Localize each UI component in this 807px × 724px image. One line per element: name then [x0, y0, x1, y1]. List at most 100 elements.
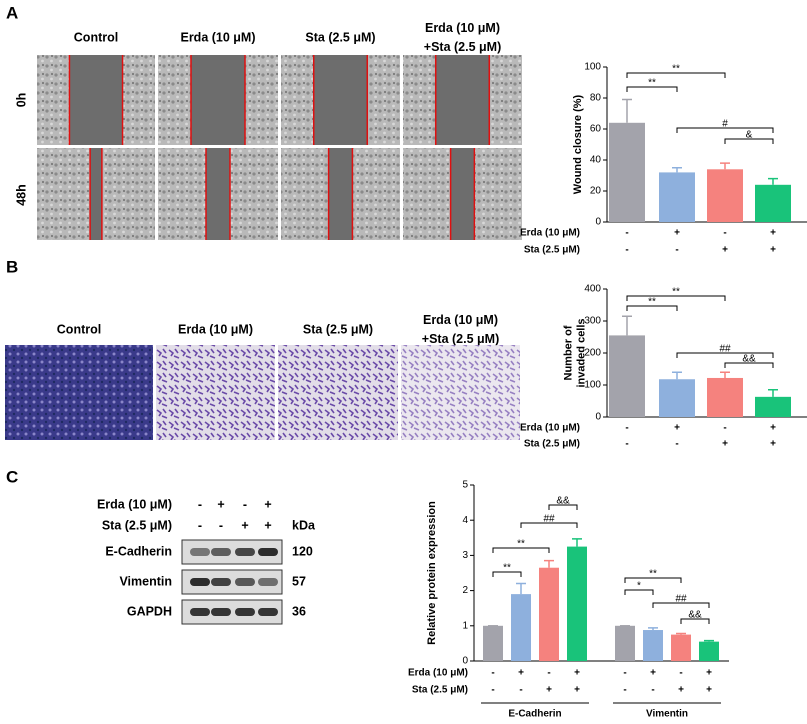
condition-sign: +: [706, 685, 712, 696]
condition-sign: +: [264, 518, 271, 532]
blot-band: [190, 608, 210, 616]
bar: [609, 122, 645, 222]
micrograph: [156, 345, 275, 440]
significance-bracket: [492, 571, 522, 577]
condition-sign: -: [675, 245, 678, 256]
significance-bracket: [624, 589, 654, 595]
blot-band: [235, 578, 255, 586]
condition-sign: +: [546, 685, 552, 696]
significance-bracket: [724, 138, 774, 144]
blot-band: [258, 608, 278, 616]
condition-label: Erda (10 μM): [520, 228, 580, 239]
column-header: Erda (10 μM): [423, 313, 498, 327]
significance-label: #: [722, 119, 728, 130]
condition-label: Erda (10 μM): [408, 668, 468, 679]
significance-label: **: [648, 297, 656, 308]
y-tick-label: 1: [462, 620, 468, 631]
significance-label: **: [648, 78, 656, 89]
condition-label: Erda (10 μM): [97, 497, 172, 511]
y-tick-label: 3: [462, 550, 468, 561]
condition-sign: -: [723, 423, 726, 434]
significance-bracket: [724, 362, 774, 368]
significance-bracket: [492, 547, 550, 553]
error-bar: [622, 98, 632, 123]
y-tick-label: 0: [462, 656, 468, 667]
y-tick-label: 40: [590, 155, 602, 166]
bar: [755, 396, 791, 417]
error-bar: [720, 162, 730, 170]
y-tick-label: 0: [595, 412, 601, 423]
unit-label: kDa: [292, 518, 316, 532]
bar: [483, 625, 503, 661]
kda-label: 120: [292, 544, 313, 558]
row-label: 48h: [14, 184, 28, 206]
column-header: Control: [74, 30, 118, 44]
blot-band: [211, 608, 231, 616]
condition-sign: +: [650, 668, 656, 679]
wound-gap: [206, 148, 230, 240]
panel-letter: A: [6, 3, 18, 22]
condition-sign: +: [770, 245, 776, 256]
significance-bracket: [520, 522, 578, 528]
condition-sign: -: [491, 685, 494, 696]
condition-sign: -: [547, 668, 550, 679]
error-bar: [720, 371, 730, 378]
column-header: +Sta (2.5 μM): [424, 40, 501, 54]
significance-bracket: [676, 352, 774, 358]
wound-gap: [328, 148, 353, 240]
blot-band: [235, 608, 255, 616]
condition-label: Sta (2.5 μM): [524, 245, 580, 256]
row-label: 0h: [14, 93, 28, 108]
bar: [643, 630, 663, 661]
significance-label: ##: [543, 514, 555, 525]
bar: [511, 594, 531, 661]
y-tick-label: 2: [462, 585, 468, 596]
y-tick-label: 100: [584, 62, 601, 73]
significance-label: &&: [556, 496, 570, 507]
kda-label: 57: [292, 574, 306, 588]
condition-sign: -: [723, 228, 726, 239]
bar: [567, 546, 587, 661]
blot-band: [211, 578, 231, 586]
condition-sign: +: [706, 668, 712, 679]
column-header: Erda (10 μM): [180, 30, 255, 44]
significance-label: ##: [675, 594, 687, 605]
condition-sign: +: [770, 228, 776, 239]
bar: [539, 567, 559, 661]
significance-bracket: [626, 295, 726, 301]
condition-sign: +: [241, 518, 248, 532]
condition-sign: +: [217, 497, 224, 511]
significance-label: **: [649, 569, 657, 580]
protein-label: E-Cadherin: [105, 544, 172, 558]
significance-label: ##: [719, 344, 731, 355]
wound-gap: [191, 55, 245, 145]
y-tick-label: 300: [584, 316, 601, 327]
y-tick-label: 60: [590, 124, 602, 135]
condition-sign: +: [722, 439, 728, 450]
micrograph: [401, 345, 520, 440]
significance-bracket: [548, 504, 578, 510]
y-tick-label: 0: [595, 217, 601, 228]
condition-sign: +: [518, 668, 524, 679]
blot-band: [190, 548, 210, 556]
bar: [659, 379, 695, 417]
blot-band: [258, 578, 278, 586]
condition-sign: -: [679, 668, 682, 679]
error-bar: [544, 559, 554, 568]
error-bar: [672, 167, 682, 173]
significance-bracket: [652, 602, 710, 608]
blot-band: [211, 548, 231, 556]
blot-band: [258, 548, 278, 556]
y-axis-label: Relative protein expression: [426, 501, 438, 645]
bar: [755, 184, 791, 222]
condition-label: Sta (2.5 μM): [524, 439, 580, 450]
significance-label: **: [503, 563, 511, 574]
significance-label: *: [637, 581, 641, 592]
significance-bracket: [626, 305, 678, 311]
error-bar: [572, 538, 582, 547]
y-tick-label: 80: [590, 93, 602, 104]
panel-letter: B: [6, 257, 18, 276]
wound-gap: [90, 148, 102, 240]
condition-sign: -: [623, 668, 626, 679]
group-label: Vimentin: [646, 709, 688, 720]
